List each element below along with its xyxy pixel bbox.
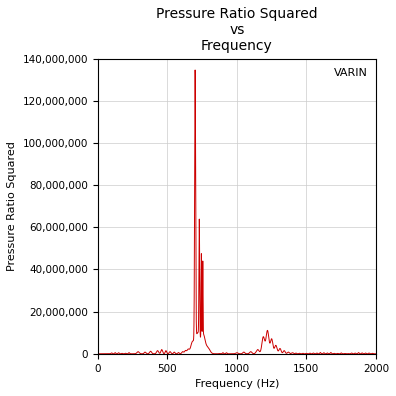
Title: Pressure Ratio Squared
vs
Frequency: Pressure Ratio Squared vs Frequency: [156, 7, 318, 53]
Text: VARIN: VARIN: [334, 68, 367, 78]
X-axis label: Frequency (Hz): Frequency (Hz): [195, 379, 279, 389]
Y-axis label: Pressure Ratio Squared: Pressure Ratio Squared: [7, 141, 17, 271]
